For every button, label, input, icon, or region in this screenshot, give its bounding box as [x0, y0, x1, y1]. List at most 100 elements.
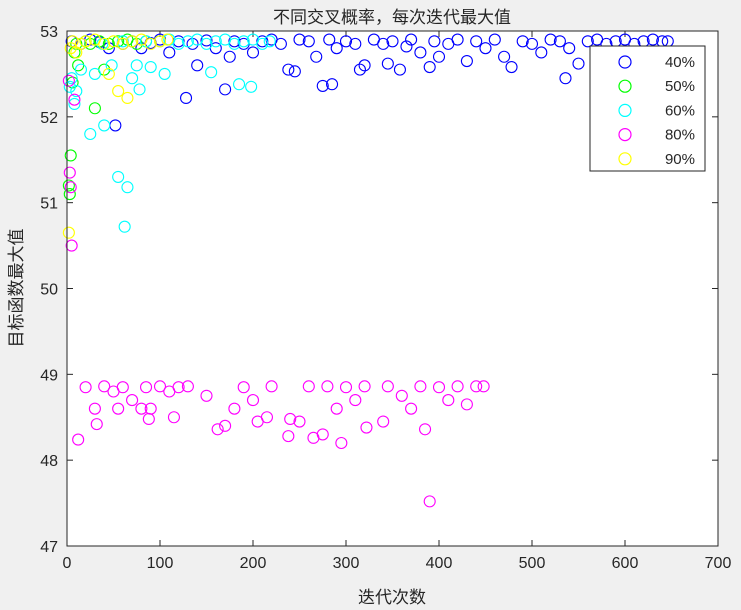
data-point: [559, 72, 572, 85]
legend-label: 90%: [665, 151, 695, 168]
data-point: [144, 61, 157, 74]
data-point: [107, 35, 120, 48]
data-point: [263, 35, 276, 48]
data-point: [121, 91, 134, 104]
data-point: [62, 74, 75, 87]
data-point: [414, 380, 427, 393]
data-point: [274, 37, 287, 50]
data-point: [68, 97, 81, 111]
data-point: [535, 46, 548, 59]
y-tick-label: 51: [40, 196, 58, 213]
data-point: [302, 380, 315, 393]
data-point: [477, 380, 490, 393]
data-point: [237, 35, 250, 48]
data-point: [102, 42, 115, 55]
x-tick-label: 600: [612, 555, 639, 572]
data-point: [572, 57, 585, 70]
data-point: [153, 380, 167, 393]
data-point: [191, 59, 204, 72]
data-point: [233, 78, 246, 91]
data-point: [116, 35, 129, 48]
data-point: [209, 35, 222, 48]
data-point: [88, 67, 101, 80]
legend-label: 80%: [665, 127, 695, 144]
data-point: [200, 389, 213, 402]
data-point: [316, 428, 329, 441]
data-point: [386, 35, 399, 48]
data-point: [381, 380, 394, 393]
data-point: [358, 59, 371, 72]
x-tick-label: 500: [519, 555, 546, 572]
data-point: [282, 63, 295, 76]
data-point: [118, 220, 131, 233]
data-point: [525, 37, 539, 50]
data-point: [68, 93, 81, 106]
data-point: [79, 381, 92, 394]
data-point: [377, 37, 390, 50]
data-point: [358, 380, 371, 393]
data-point: [133, 83, 146, 96]
x-tick-label: 0: [63, 555, 72, 572]
y-tick-label: 48: [40, 453, 58, 470]
data-point: [349, 37, 362, 50]
data-point: [353, 63, 367, 76]
data-point: [116, 381, 129, 394]
data-point: [200, 34, 213, 47]
data-point: [65, 239, 78, 252]
data-point: [172, 37, 185, 50]
legend-label: 50%: [665, 78, 695, 95]
data-point: [563, 42, 576, 55]
y-tick-label: 47: [40, 539, 58, 556]
data-point: [256, 35, 269, 48]
data-point: [144, 37, 157, 50]
data-point: [64, 149, 77, 162]
data-point: [256, 37, 269, 50]
data-point: [349, 394, 362, 407]
data-point: [393, 63, 406, 76]
data-point: [237, 381, 250, 394]
data-point: [126, 394, 139, 407]
chart-title: 不同交叉概率，每次迭代最大值: [273, 8, 511, 28]
data-point: [88, 402, 101, 415]
legend-label: 60%: [665, 102, 695, 119]
data-point: [405, 33, 418, 46]
data-point: [498, 50, 511, 63]
legend-marker: [618, 79, 632, 93]
data-point: [288, 65, 301, 78]
data-point: [158, 67, 171, 80]
legend-marker: [618, 152, 632, 166]
data-point: [310, 50, 323, 63]
data-point: [323, 33, 336, 46]
data-point: [544, 33, 557, 46]
x-tick-label: 200: [240, 555, 267, 572]
data-point: [293, 415, 306, 428]
data-point: [432, 381, 446, 394]
x-tick-label: 700: [705, 555, 732, 572]
data-point: [302, 35, 315, 48]
data-point: [121, 181, 134, 194]
data-point: [62, 226, 75, 239]
data-point: [330, 402, 343, 415]
data-point: [161, 33, 174, 46]
data-point: [381, 57, 394, 70]
data-point: [98, 380, 111, 393]
data-point: [360, 421, 373, 434]
data-point: [200, 37, 213, 50]
data-point: [211, 423, 224, 436]
data-point: [377, 415, 390, 428]
data-point: [153, 35, 167, 48]
data-point: [428, 35, 441, 48]
data-point: [470, 35, 483, 48]
data-point: [321, 380, 334, 393]
data-point: [63, 166, 76, 179]
data-point: [79, 35, 92, 48]
data-point: [88, 102, 101, 115]
data-point: [246, 394, 260, 407]
y-tick-label: 52: [40, 110, 58, 127]
data-point: [112, 85, 125, 98]
data-point: [423, 61, 436, 74]
data-point: [339, 381, 353, 394]
data-point: [246, 46, 260, 59]
y-axis: 47 48 49 50 51 52 53: [40, 24, 718, 556]
